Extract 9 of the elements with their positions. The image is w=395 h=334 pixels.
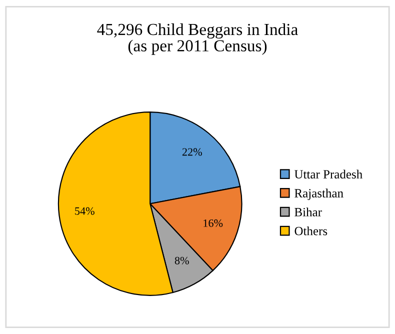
legend-label: Rajasthan [294,188,344,200]
data-label: 8% [174,256,189,264]
data-label: 22% [182,148,202,156]
chart-title: 45,296 Child Beggars in India (as per 2011 Census) [97,23,298,55]
legend-label: Bihar [294,208,322,216]
data-label: 54% [75,207,94,215]
legend-label: Uttar Pradesh [294,170,362,179]
data-label: 16% [204,219,223,227]
legend-label: Others [294,226,328,236]
